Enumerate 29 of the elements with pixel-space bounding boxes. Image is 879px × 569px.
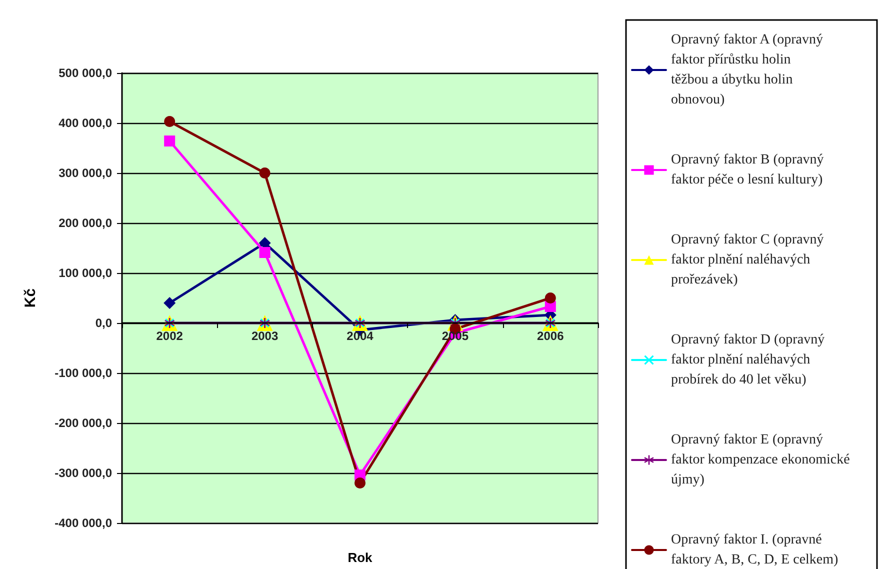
legend-label: Opravný faktor E (opravný faktor kompenzace ekonomické újmy) [671, 432, 854, 488]
legend-label: Opravný faktor D (opravný faktor plnění naléhavých probírek do 40 let věku) [671, 332, 828, 388]
x-tick-label: 2002 [156, 329, 184, 343]
legend-label: Opravný faktor A (opravný faktor přírůstku holin těžbou a úbytku holin obnovou) [671, 32, 827, 108]
point [544, 292, 556, 304]
y-tick-label: -300 000,0 [54, 466, 112, 480]
y-tick-label: 200 000,0 [58, 216, 112, 230]
y-tick-label: 400 000,0 [58, 116, 112, 130]
x-tick-label: 2006 [537, 329, 564, 343]
x-tick-label: 2004 [346, 329, 374, 343]
legend-label: Opravný faktor I. (opravné faktory A, B, C, D, E celkem) [671, 532, 839, 568]
point [164, 116, 176, 127]
y-tick-label: 100 000,0 [58, 266, 112, 280]
point [164, 297, 176, 309]
y-axis-title: Kč [22, 288, 39, 308]
x-tick-label: 2003 [251, 329, 278, 343]
point [354, 478, 366, 488]
point [259, 168, 270, 178]
legend-label: Opravný faktor C (opravný faktor plnění naléhavých prořezávek) [671, 232, 828, 288]
legend-label: Opravný faktor B (opravný faktor péče o lesní kultury) [671, 152, 828, 188]
x-axis-title: Rok [348, 550, 374, 565]
point [259, 247, 270, 258]
y-tick-label: 500 000,0 [58, 66, 112, 80]
y-tick-label: -100 000,0 [54, 366, 112, 380]
y-tick-label: -200 000,0 [54, 416, 112, 430]
y-tick-label: 300 000,0 [58, 166, 112, 180]
point [164, 136, 176, 146]
y-tick-label: 0,0 [95, 316, 112, 330]
y-tick-label: -400 000,0 [54, 516, 112, 530]
